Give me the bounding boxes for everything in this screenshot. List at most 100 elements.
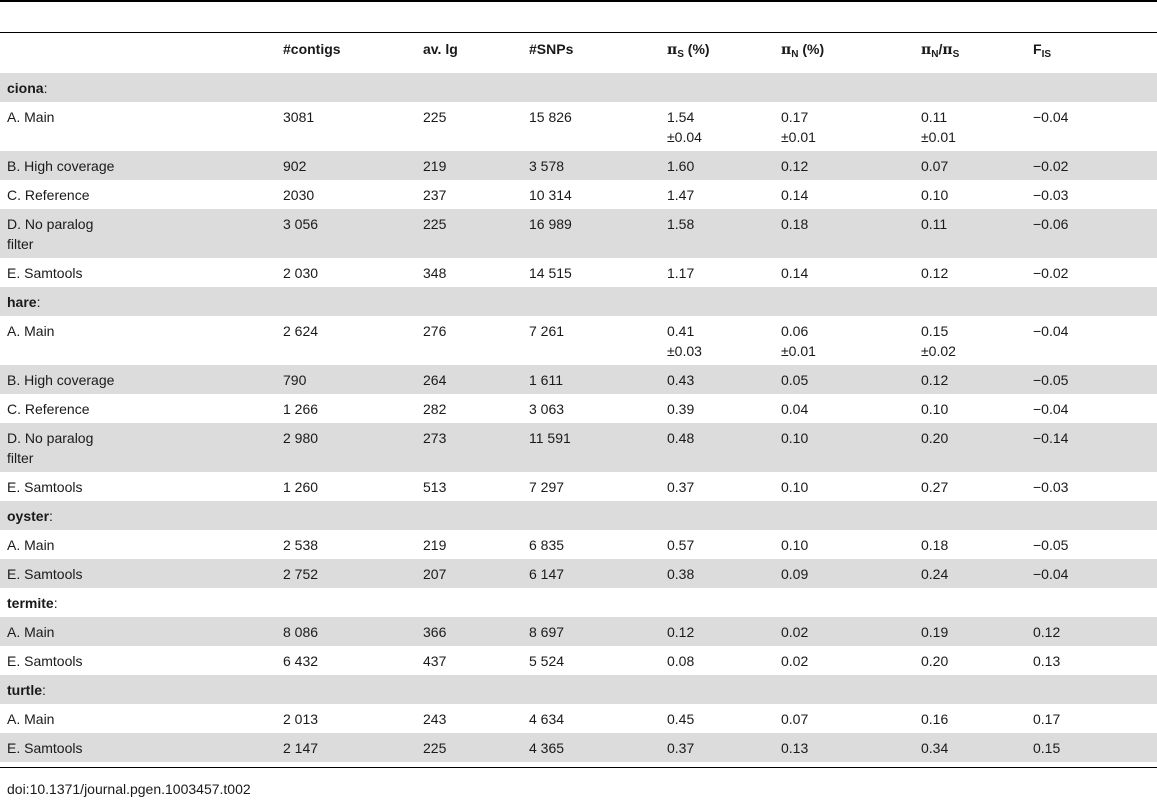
table-row: E. Samtools 6 432 437 5 524 0.08 0.02 0.20 0.13: [0, 646, 1157, 675]
cell-snps-value: 4 634: [529, 711, 565, 727]
cell-pi-ratio: 0.10: [914, 180, 1026, 209]
group-name: termite: [7, 595, 54, 611]
cell-fis-value: −0.06: [1033, 216, 1069, 232]
cell-pi-s-value: 0.45: [667, 711, 695, 727]
cell-pi-n-value: 0.07: [781, 711, 809, 727]
cell-pi-ratio-value: 0.11: [921, 216, 948, 232]
cell-av-lg: 513: [416, 472, 522, 501]
cell-pi-ratio: 0.11 ±0.01: [914, 102, 1026, 151]
cell-contigs-value: 2 752: [283, 566, 319, 582]
cell-pi-ratio: 0.27: [914, 472, 1026, 501]
cell-pi-s: 0.45: [660, 704, 774, 733]
cell-av-lg-value: 237: [423, 187, 447, 203]
cell-snps-value: 6 147: [529, 566, 565, 582]
cell-snps-value: 15 826: [529, 109, 572, 125]
cell-snps: 7 261: [522, 316, 660, 365]
cell-pi-n-value: 0.05: [781, 372, 809, 388]
row-label-line2: filter: [7, 450, 34, 466]
table-row: E. Samtools 2 752 207 6 147 0.38 0.09 0.24 −0.0…: [0, 559, 1157, 588]
cell-fis: 0.12: [1026, 617, 1157, 646]
cell-snps: 4 365: [522, 733, 660, 762]
cell-pi-s: 0.39: [660, 394, 774, 423]
row-label-value: E. Samtools: [7, 265, 83, 281]
cell-av-lg: 225: [416, 733, 522, 762]
group-label: turtle:: [0, 675, 1157, 704]
cell-pi-s: 0.12: [660, 617, 774, 646]
cell-pi-ratio-value: 0.27: [921, 479, 949, 495]
cell-pi-s: 1.60: [660, 151, 774, 180]
cell-pi-s: 0.57: [660, 530, 774, 559]
table-row: D. No paralog filter 3 056 225 16 989 1.58 0.1…: [0, 209, 1157, 258]
cell-pi-n-value: 0.04: [781, 401, 809, 417]
row-label-line2: filter: [7, 236, 34, 252]
header-pi-ratio: πN/πS: [921, 41, 960, 60]
group-row: termite:: [0, 588, 1157, 617]
row-label-value: C. Reference: [7, 401, 90, 417]
row-label: D. No paralog filter: [0, 423, 276, 472]
cell-av-lg-value: 219: [423, 158, 447, 174]
cell-snps-value: 4 365: [529, 740, 565, 756]
cell-av-lg-value: 513: [423, 479, 447, 495]
group-label: oyster:: [0, 501, 1157, 530]
cell-contigs: 3081: [276, 102, 416, 151]
cell-pi-ratio-value: 0.12: [921, 372, 949, 388]
table-row: A. Main 2 624 276 7 261 0.41 ±0.03 0.06 ±0.01 0.…: [0, 316, 1157, 365]
cell-fis-value: −0.04: [1033, 566, 1069, 582]
cell-av-lg-value: 437: [423, 653, 447, 669]
cell-av-lg-value: 219: [423, 537, 447, 553]
cell-pi-s-line2: ±0.04: [667, 129, 702, 145]
row-label-value: B. High coverage: [7, 158, 115, 174]
cell-contigs: 2 752: [276, 559, 416, 588]
cell-av-lg-value: 225: [423, 740, 447, 756]
doi-footer: doi:10.1371/journal.pgen.1003457.t002: [7, 781, 251, 797]
cell-pi-ratio: 0.19: [914, 617, 1026, 646]
cell-pi-n: 0.10: [774, 472, 914, 501]
cell-pi-ratio-value: 0.16: [921, 711, 949, 727]
row-label-value: E. Samtools: [7, 653, 83, 669]
cell-pi-ratio: 0.16: [914, 704, 1026, 733]
cell-pi-n-value: 0.13: [781, 740, 809, 756]
cell-pi-s: 0.37: [660, 472, 774, 501]
cell-fis-value: −0.02: [1033, 265, 1069, 281]
cell-fis: 0.13: [1026, 646, 1157, 675]
row-label: B. High coverage: [0, 151, 276, 180]
cell-av-lg: 207: [416, 559, 522, 588]
cell-pi-n: 0.10: [774, 423, 914, 472]
cell-pi-n: 0.14: [774, 180, 914, 209]
cell-contigs: 2 147: [276, 733, 416, 762]
cell-pi-s-value: 1.58: [667, 216, 695, 232]
cell-contigs-value: 790: [283, 372, 307, 388]
cell-snps: 3 578: [522, 151, 660, 180]
cell-fis-value: −0.03: [1033, 187, 1069, 203]
table-row: A. Main 2 013 243 4 634 0.45 0.07 0.16 0.17: [0, 704, 1157, 733]
cell-pi-ratio-value: 0.10: [921, 401, 949, 417]
cell-contigs-value: 2 030: [283, 265, 319, 281]
cell-pi-ratio-value: 0.18: [921, 537, 949, 553]
cell-fis: −0.03: [1026, 180, 1157, 209]
cell-fis: −0.04: [1026, 316, 1157, 365]
cell-pi-s-value: 1.17: [667, 265, 695, 281]
cell-pi-n: 0.14: [774, 258, 914, 287]
row-label: A. Main: [0, 704, 276, 733]
cell-snps-value: 14 515: [529, 265, 572, 281]
cell-snps-value: 8 697: [529, 624, 565, 640]
group-row: oyster:: [0, 501, 1157, 530]
row-label-value: B. High coverage: [7, 372, 115, 388]
group-row: hare:: [0, 287, 1157, 316]
cell-av-lg-value: 225: [423, 109, 447, 125]
cell-fis-value: −0.04: [1033, 323, 1069, 339]
row-label: A. Main: [0, 617, 276, 646]
header-av-lg: av. lg: [423, 41, 458, 57]
group-label: hare:: [0, 287, 1157, 316]
cell-pi-n: 0.18: [774, 209, 914, 258]
cell-av-lg: 264: [416, 365, 522, 394]
group-name: ciona: [7, 80, 44, 96]
cell-pi-ratio-value: 0.34: [921, 740, 949, 756]
cell-pi-ratio-line2: ±0.01: [921, 129, 956, 145]
cell-contigs: 2 980: [276, 423, 416, 472]
cell-fis-value: −0.02: [1033, 158, 1069, 174]
row-label-value: E. Samtools: [7, 479, 83, 495]
cell-fis: −0.14: [1026, 423, 1157, 472]
header-fis: FIS: [1033, 41, 1052, 60]
cell-pi-s-value: 0.38: [667, 566, 695, 582]
